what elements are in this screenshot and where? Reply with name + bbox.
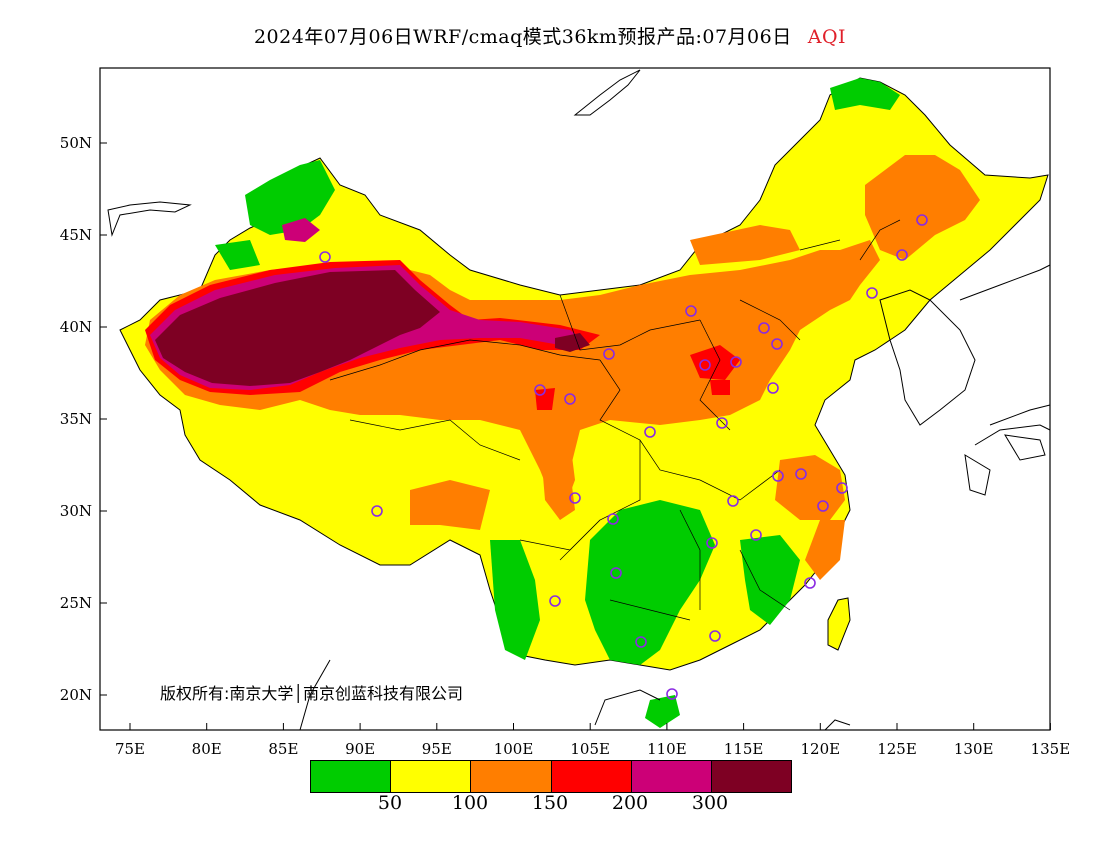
legend-swatch (391, 761, 472, 792)
station-marker (603, 348, 615, 360)
legend-swatch (311, 761, 392, 792)
x-tick-label: 75E (115, 740, 145, 758)
station-marker (836, 482, 848, 494)
x-axis: 75E 80E 85E 90E 95E 100E 105E 110E 115E 120E 125E 1… (115, 723, 1070, 758)
color-legend (310, 760, 792, 793)
station-marker (804, 577, 816, 589)
x-tick-label: 100E (494, 740, 534, 758)
y-tick-label: 40N (60, 318, 92, 336)
station-marker (319, 251, 331, 263)
legend-label: 150 (531, 792, 569, 814)
station-marker (699, 359, 711, 371)
station-marker (666, 688, 678, 700)
legend-swatch (471, 761, 552, 792)
station-marker (635, 636, 647, 648)
station-marker (549, 595, 561, 607)
station-marker (709, 630, 721, 642)
station-marker (534, 384, 546, 396)
map-body (107, 69, 1051, 731)
x-tick-label: 115E (724, 740, 764, 758)
y-tick-label: 20N (60, 686, 92, 704)
station-marker (866, 287, 878, 299)
legend-label: 50 (377, 792, 403, 814)
legend-swatch (551, 761, 632, 792)
x-tick-label: 90E (345, 740, 375, 758)
y-tick-label: 30N (60, 502, 92, 520)
y-tick-label: 25N (60, 594, 92, 612)
station-marker (685, 305, 697, 317)
station-marker (896, 249, 908, 261)
neighbor-coastlines (107, 69, 1051, 731)
legend-swatch (711, 761, 792, 792)
x-tick-label: 85E (268, 740, 298, 758)
station-marker (716, 417, 728, 429)
station-marker (727, 495, 739, 507)
x-tick-label: 110E (647, 740, 687, 758)
station-marker (610, 567, 622, 579)
monitoring-stations (319, 214, 928, 700)
taiwan-island (827, 597, 851, 651)
map-title: 2024年07月06日WRF/cmaq模式36km预报产品:07月06日 AQI (0, 22, 1100, 49)
variable-label: AQI (807, 26, 847, 48)
x-tick-label: 80E (192, 740, 222, 758)
copyright-text: 版权所有:南京大学│南京创蓝科技有限公司 (160, 684, 464, 703)
station-marker (564, 393, 576, 405)
y-tick-label: 50N (60, 134, 92, 152)
station-marker (916, 214, 928, 226)
legend-label: 300 (691, 792, 729, 814)
title-text: 2024年07月06日WRF/cmaq模式36km预报产品:07月06日 (253, 26, 792, 48)
legend-swatch (631, 761, 712, 792)
legend-label: 200 (611, 792, 649, 814)
y-tick-label: 35N (60, 410, 92, 428)
legend-label: 100 (451, 792, 489, 814)
station-marker (772, 470, 784, 482)
station-marker (569, 492, 581, 504)
x-tick-label: 130E (954, 740, 994, 758)
station-marker (730, 356, 742, 368)
legend-labels: 50 100 150 200 300 (310, 792, 790, 820)
y-tick-label: 45N (60, 226, 92, 244)
station-marker (607, 513, 619, 525)
x-tick-label: 120E (801, 740, 841, 758)
x-tick-label: 95E (422, 740, 452, 758)
station-marker (750, 529, 762, 541)
province-borders (329, 219, 901, 621)
y-axis: 50N 45N 40N 35N 30N 25N 20N (60, 134, 107, 704)
aqi-hazardous-area-east (555, 333, 590, 352)
station-marker (371, 505, 383, 517)
x-tick-label: 125E (877, 740, 917, 758)
x-tick-label: 105E (570, 740, 610, 758)
aqi-hazardous-area (155, 270, 440, 386)
aqi-good-areas (215, 78, 900, 728)
station-marker (758, 322, 770, 334)
station-marker (795, 468, 807, 480)
station-marker (817, 500, 829, 512)
station-marker (771, 338, 783, 350)
station-marker (644, 426, 656, 438)
station-marker (767, 382, 779, 394)
station-marker (706, 537, 718, 549)
x-tick-label: 135E (1031, 740, 1071, 758)
